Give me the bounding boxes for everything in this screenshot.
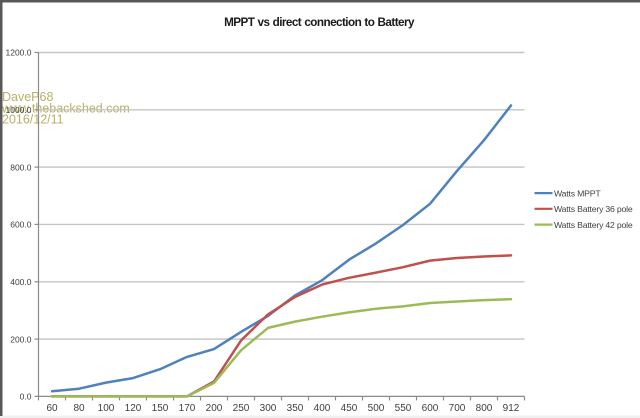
svg-text:500: 500: [368, 403, 385, 414]
svg-text:400: 400: [314, 403, 331, 414]
svg-text:170: 170: [179, 403, 196, 414]
svg-text:100: 100: [98, 403, 115, 414]
svg-text:250: 250: [233, 403, 250, 414]
svg-text:MPPT vs direct connection to B: MPPT vs direct connection to Battery: [224, 16, 415, 29]
svg-text:Watts Battery 36 pole: Watts Battery 36 pole: [554, 204, 633, 214]
svg-text:60: 60: [46, 403, 58, 414]
svg-text:800: 800: [476, 403, 493, 414]
svg-text:912: 912: [503, 403, 520, 414]
svg-text:Watts Battery 42 pole: Watts Battery 42 pole: [554, 220, 633, 230]
svg-text:1000.0: 1000.0: [6, 105, 32, 115]
svg-text:DaveP68: DaveP68: [2, 90, 53, 104]
svg-text:800.0: 800.0: [10, 162, 32, 172]
svg-text:Watts MPPT: Watts MPPT: [554, 188, 601, 198]
svg-text:300: 300: [260, 403, 277, 414]
svg-text:550: 550: [395, 403, 412, 414]
svg-text:200.0: 200.0: [10, 334, 32, 344]
svg-text:200: 200: [206, 403, 223, 414]
svg-text:400.0: 400.0: [10, 277, 32, 287]
svg-text:2016/12/11: 2016/12/11: [2, 113, 64, 127]
svg-text:450: 450: [341, 403, 358, 414]
svg-text:600: 600: [422, 403, 439, 414]
svg-text:700: 700: [449, 403, 466, 414]
svg-text:www.thebackshed.com: www.thebackshed.com: [1, 101, 130, 115]
svg-text:120: 120: [125, 403, 142, 414]
svg-text:80: 80: [73, 403, 85, 414]
svg-text:350: 350: [287, 403, 304, 414]
svg-text:600.0: 600.0: [10, 220, 32, 230]
svg-text:0.0: 0.0: [20, 392, 32, 402]
svg-text:150: 150: [152, 403, 169, 414]
svg-text:1200.0: 1200.0: [6, 48, 32, 58]
